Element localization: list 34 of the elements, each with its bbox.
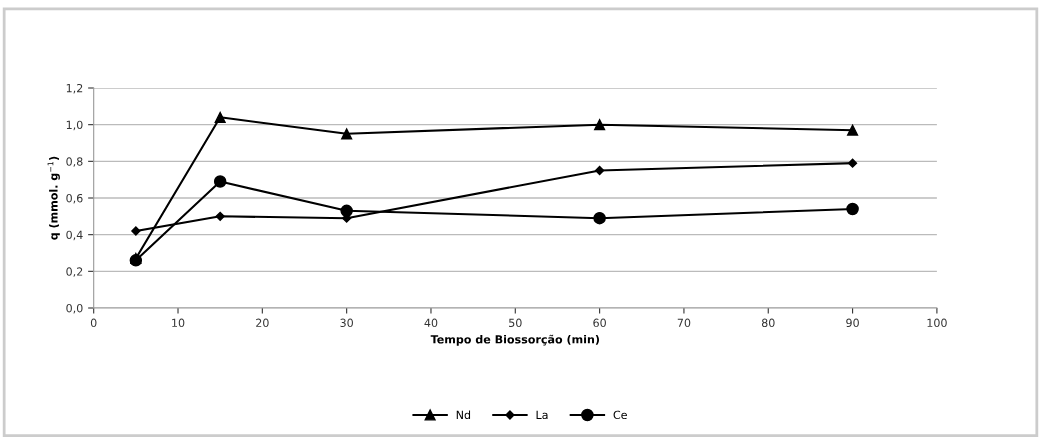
point	[846, 202, 859, 216]
point	[341, 128, 353, 140]
legend-label: La	[536, 410, 548, 420]
legend-label: Ce	[613, 410, 627, 420]
y-tick-label: 0,4	[66, 230, 83, 241]
x-tick-label: 30	[340, 318, 353, 328]
x-tick-label: 20	[256, 318, 269, 328]
x-axis-title: Tempo de Biossorção (min)	[430, 334, 599, 346]
legend-label: Nd	[456, 410, 471, 420]
point	[215, 211, 225, 221]
x-tick-label: 10	[172, 318, 185, 328]
y-tick-label: 0,0	[66, 303, 83, 314]
y-tick-label: 0,6	[66, 193, 83, 204]
x-tick-label: 80	[761, 318, 775, 328]
y-tick-label: 1,2	[66, 83, 83, 94]
point	[847, 158, 858, 168]
x-tick-label: 90	[846, 318, 859, 328]
point	[593, 211, 606, 225]
x-tick-label: 0	[90, 318, 97, 328]
point	[131, 226, 141, 236]
point	[214, 111, 226, 123]
point	[213, 175, 227, 188]
x-tick-label: 50	[509, 318, 522, 328]
x-tick-label: 40	[424, 318, 438, 328]
x-tick-label: 100	[927, 318, 947, 328]
point	[847, 124, 859, 136]
y-tick-label: 0,2	[66, 267, 83, 277]
point	[594, 119, 606, 131]
y-tick-label: 0,8	[66, 157, 83, 167]
x-tick-label: 70	[677, 318, 691, 328]
y-tick-label: 1,0	[66, 120, 83, 131]
x-tick-label: 60	[593, 318, 606, 328]
point	[594, 165, 605, 176]
y-axis-title: q (mmol. g$^{−1}$)	[47, 156, 60, 240]
